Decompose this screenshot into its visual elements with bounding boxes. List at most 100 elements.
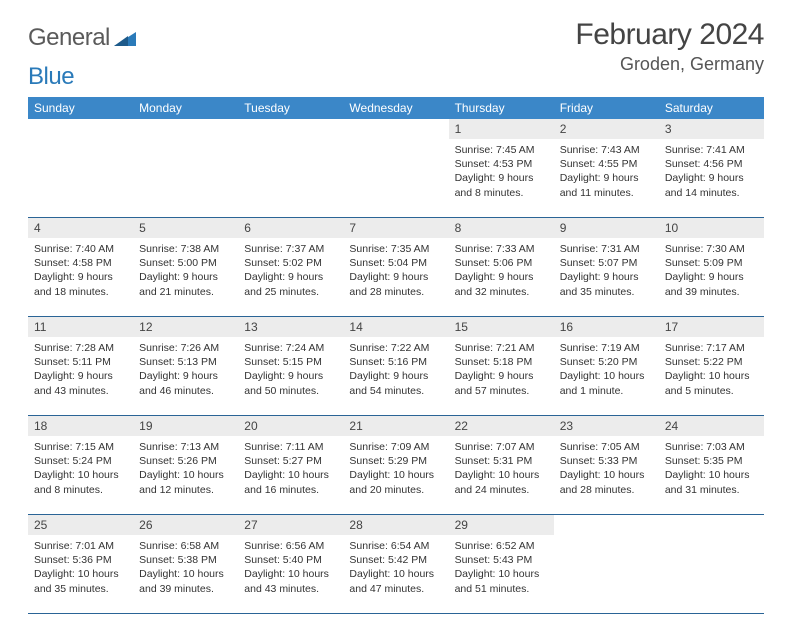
daylight-line-2: and 14 minutes. [665, 186, 758, 200]
daylight-line-2: and 25 minutes. [244, 285, 337, 299]
daylight-line-1: Daylight: 9 hours [665, 171, 758, 185]
daylight-line-1: Daylight: 9 hours [455, 369, 548, 383]
day-cell: Sunrise: 7:28 AMSunset: 5:11 PMDaylight:… [28, 337, 133, 415]
day-number: 24 [659, 416, 764, 436]
day-number: 28 [343, 515, 448, 535]
empty-cell [238, 139, 343, 217]
week-row: Sunrise: 7:45 AMSunset: 4:53 PM Daylight:… [28, 139, 764, 218]
sunrise-line: Sunrise: 7:21 AM [455, 341, 548, 355]
day-cell: Sunrise: 7:37 AMSunset: 5:02 PMDaylight:… [238, 238, 343, 316]
sunset-line: Sunset: 5:02 PM [244, 256, 337, 270]
day-header: Wednesday [343, 97, 448, 119]
week-row: Sunrise: 7:40 AMSunset: 4:58 PMDaylight:… [28, 238, 764, 317]
sunset-line: Sunset: 4:58 PM [34, 256, 127, 270]
day-cell: Sunrise: 7:33 AMSunset: 5:06 PMDaylight:… [449, 238, 554, 316]
day-number: 9 [554, 218, 659, 238]
sunset-line: Sunset: 5:43 PM [455, 553, 548, 567]
sunrise-line: Sunrise: 6:56 AM [244, 539, 337, 553]
day-number [238, 119, 343, 139]
sunrise-line: Sunrise: 7:45 AM [455, 143, 548, 157]
sunset-line: Sunset: 4:53 PM [455, 157, 548, 171]
empty-cell [28, 139, 133, 217]
day-number: 3 [659, 119, 764, 139]
day-number: 25 [28, 515, 133, 535]
day-cell: Sunrise: 7:24 AMSunset: 5:15 PMDaylight:… [238, 337, 343, 415]
daylight-line-2: and 12 minutes. [139, 483, 232, 497]
daylight-line-2: and 35 minutes. [34, 582, 127, 596]
sunset-line: Sunset: 5:15 PM [244, 355, 337, 369]
day-cell: Sunrise: 7:09 AMSunset: 5:29 PMDaylight:… [343, 436, 448, 514]
sunrise-line: Sunrise: 7:33 AM [455, 242, 548, 256]
daynum-band: 11121314151617 [28, 317, 764, 337]
sunset-line: Sunset: 5:29 PM [349, 454, 442, 468]
daylight-line-2: and 43 minutes. [244, 582, 337, 596]
daylight-line-2: and 46 minutes. [139, 384, 232, 398]
day-cell: Sunrise: 7:31 AMSunset: 5:07 PMDaylight:… [554, 238, 659, 316]
sunrise-line: Sunrise: 7:13 AM [139, 440, 232, 454]
daylight-line-2: and 47 minutes. [349, 582, 442, 596]
sunrise-line: Sunrise: 7:17 AM [665, 341, 758, 355]
daylight-line-2: and 28 minutes. [560, 483, 653, 497]
sunset-line: Sunset: 4:56 PM [665, 157, 758, 171]
daylight-line-2: and 5 minutes. [665, 384, 758, 398]
day-number: 4 [28, 218, 133, 238]
day-number: 10 [659, 218, 764, 238]
logo-triangle-icon [114, 30, 136, 46]
daylight-line-2: and 28 minutes. [349, 285, 442, 299]
sunset-line: Sunset: 5:18 PM [455, 355, 548, 369]
sunrise-line: Sunrise: 7:22 AM [349, 341, 442, 355]
day-number: 15 [449, 317, 554, 337]
day-cell: Sunrise: 7:38 AMSunset: 5:00 PMDaylight:… [133, 238, 238, 316]
day-number: 7 [343, 218, 448, 238]
day-cell: Sunrise: 7:35 AMSunset: 5:04 PMDaylight:… [343, 238, 448, 316]
day-number: 29 [449, 515, 554, 535]
day-number: 22 [449, 416, 554, 436]
sunrise-line: Sunrise: 7:41 AM [665, 143, 758, 157]
daylight-line-2: and 11 minutes. [560, 186, 653, 200]
daylight-line-1: Daylight: 9 hours [349, 270, 442, 284]
daylight-line-1: Daylight: 10 hours [244, 567, 337, 581]
day-number: 26 [133, 515, 238, 535]
sunset-line: Sunset: 5:40 PM [244, 553, 337, 567]
sunrise-line: Sunrise: 7:28 AM [34, 341, 127, 355]
daylight-line-2: and 31 minutes. [665, 483, 758, 497]
daylight-line-1: Daylight: 9 hours [34, 369, 127, 383]
daylight-line-2: and 39 minutes. [665, 285, 758, 299]
logo: General [28, 24, 138, 52]
day-cell: Sunrise: 6:52 AMSunset: 5:43 PMDaylight:… [449, 535, 554, 613]
day-number: 1 [449, 119, 554, 139]
sunset-line: Sunset: 5:27 PM [244, 454, 337, 468]
sunset-line: Sunset: 5:26 PM [139, 454, 232, 468]
day-number [133, 119, 238, 139]
daylight-line-2: and 54 minutes. [349, 384, 442, 398]
day-header-row: SundayMondayTuesdayWednesdayThursdayFrid… [28, 97, 764, 119]
daylight-line-1: Daylight: 10 hours [560, 468, 653, 482]
sunrise-line: Sunrise: 7:05 AM [560, 440, 653, 454]
sunset-line: Sunset: 5:07 PM [560, 256, 653, 270]
day-cell: Sunrise: 7:01 AMSunset: 5:36 PMDaylight:… [28, 535, 133, 613]
day-cell: Sunrise: 7:41 AMSunset: 4:56 PMDaylight:… [659, 139, 764, 217]
sunset-line: Sunset: 5:00 PM [139, 256, 232, 270]
day-number: 6 [238, 218, 343, 238]
daynum-band: 18192021222324 [28, 416, 764, 436]
daylight-line-2: and 20 minutes. [349, 483, 442, 497]
title-block: February 2024 Groden, Germany [575, 18, 764, 75]
sunset-line: Sunset: 5:24 PM [34, 454, 127, 468]
day-number: 12 [133, 317, 238, 337]
daylight-line-1: Daylight: 10 hours [349, 567, 442, 581]
day-cell: Sunrise: 7:22 AMSunset: 5:16 PMDaylight:… [343, 337, 448, 415]
sunset-line: Sunset: 5:31 PM [455, 454, 548, 468]
day-cell: Sunrise: 6:54 AMSunset: 5:42 PMDaylight:… [343, 535, 448, 613]
sunrise-line: Sunrise: 7:30 AM [665, 242, 758, 256]
sunrise-line: Sunrise: 7:19 AM [560, 341, 653, 355]
daylight-line-1: Daylight: 10 hours [34, 468, 127, 482]
day-header: Saturday [659, 97, 764, 119]
day-number: 27 [238, 515, 343, 535]
daylight-line-2: and 57 minutes. [455, 384, 548, 398]
daylight-line-2: and 43 minutes. [34, 384, 127, 398]
sunset-line: Sunset: 5:38 PM [139, 553, 232, 567]
daylight-line-1: Daylight: 10 hours [665, 369, 758, 383]
daylight-line-1: Daylight: 10 hours [455, 567, 548, 581]
daylight-line-2: and 51 minutes. [455, 582, 548, 596]
daylight-line-2: and 39 minutes. [139, 582, 232, 596]
